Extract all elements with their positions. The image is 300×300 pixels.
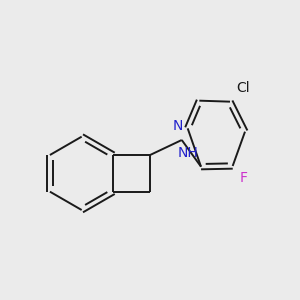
Text: F: F	[239, 171, 247, 185]
Text: Cl: Cl	[236, 81, 250, 95]
Text: NH: NH	[177, 146, 198, 160]
Text: N: N	[172, 119, 183, 133]
